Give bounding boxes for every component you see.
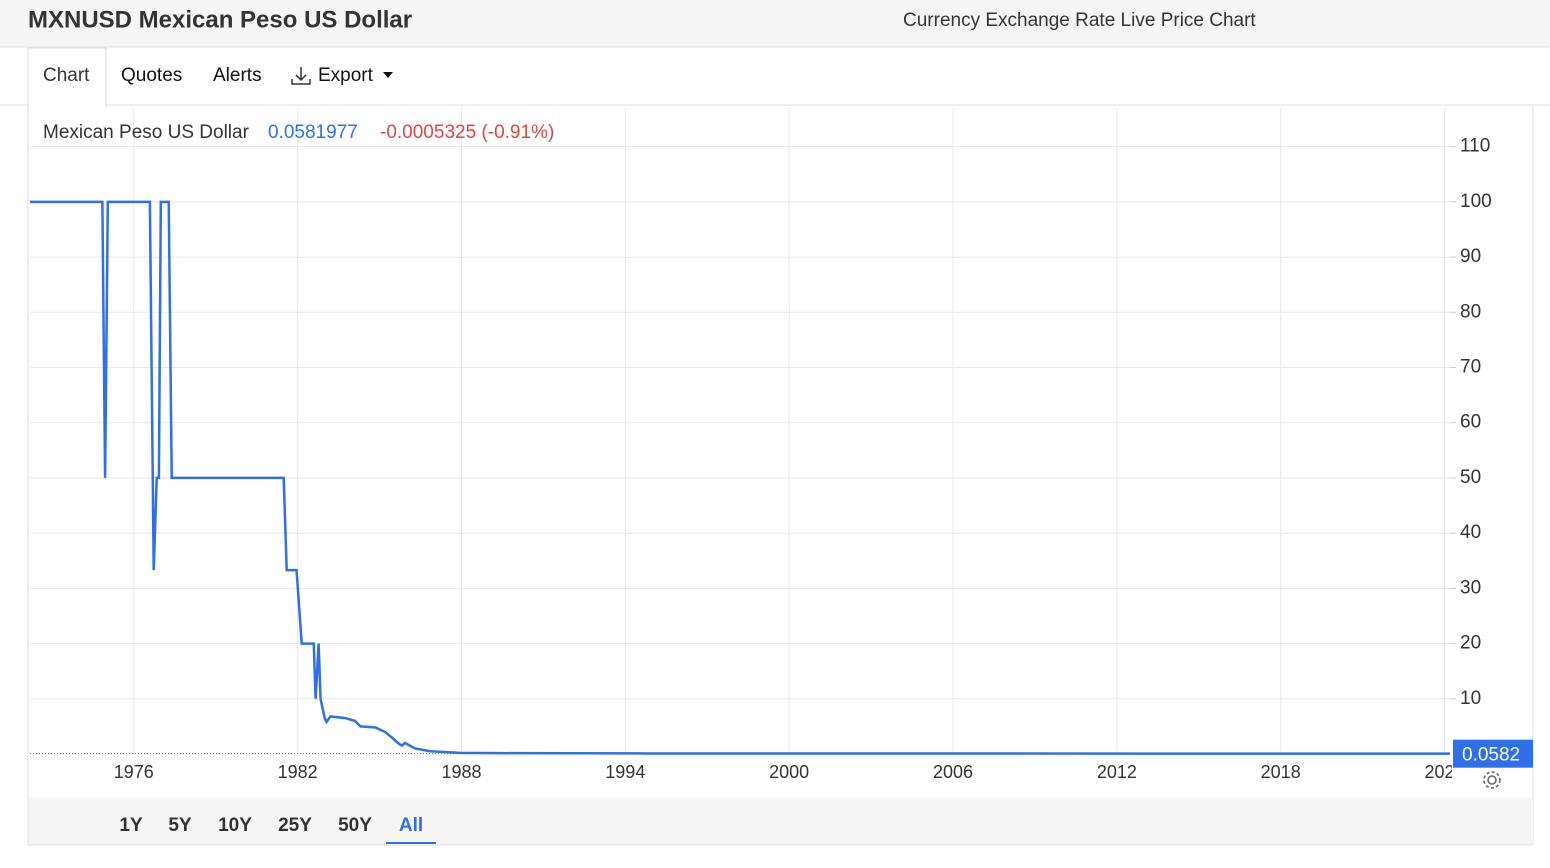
x-tick-label: 2018 [1261, 762, 1301, 782]
download-icon [291, 67, 311, 85]
y-tick-label: 50 [1460, 467, 1481, 488]
y-tick-label: 90 [1460, 246, 1481, 267]
range-button[interactable]: 50Y [338, 815, 372, 836]
tab[interactable]: Chart [43, 65, 90, 86]
x-tick-label: 2024 [1425, 762, 1465, 782]
y-tick-label: 20 [1460, 633, 1481, 654]
tab[interactable]: Quotes [121, 65, 182, 86]
x-tick-label: 1994 [605, 762, 645, 782]
x-tick-label: 1982 [278, 762, 318, 782]
legend-change: -0.0005325 (-0.91%) [380, 122, 554, 143]
price-tag-box [1453, 739, 1533, 768]
x-axis: 1976 1982 1988 1994 2000 2006 2012 2018 2024 [114, 762, 1465, 782]
page-title: MXNUSD Mexican Peso US Dollar [28, 6, 412, 33]
x-tick-label: 2012 [1097, 762, 1137, 782]
x-tick-label: 1976 [114, 762, 154, 782]
range-button[interactable]: 10Y [218, 815, 252, 836]
y-tick-label: 80 [1460, 301, 1481, 322]
tab[interactable]: Export [318, 65, 374, 86]
y-tick-label: 70 [1460, 357, 1481, 378]
price-line [30, 200, 1451, 755]
range-button[interactable]: 25Y [278, 815, 312, 836]
spacer [575, 115, 580, 120]
y-tick-label: 10 [1460, 688, 1481, 709]
page-subtitle: Currency Exchange Rate Live Price Chart [903, 10, 1256, 31]
range-button-active[interactable]: All [399, 815, 423, 836]
settings-icon[interactable] [1483, 771, 1501, 789]
header-bar [0, 0, 1550, 47]
tab-join [29, 100, 105, 108]
plot: 10 20 30 40 50 60 70 80 90 100 110 1976 1982 1988 1994… [30, 108, 1533, 782]
y-tick-label: 100 [1460, 191, 1492, 212]
y-tick-label: 30 [1460, 577, 1481, 598]
price-tag: 0.0582 [1462, 745, 1520, 766]
y-tick-label: 110 [1460, 136, 1490, 157]
legend-value: 0.0581977 [268, 122, 358, 143]
x-tick-label: 1988 [441, 762, 481, 782]
caret [383, 72, 393, 78]
legend-name: Mexican Peso US Dollar [43, 122, 250, 143]
tab[interactable]: Alerts [213, 65, 262, 86]
x-tick-label: 2006 [933, 762, 973, 782]
range-button[interactable]: 1Y [119, 815, 143, 836]
range-button[interactable]: 5Y [168, 815, 192, 836]
x-tick-label: 2000 [769, 762, 809, 782]
y-tick-label: 60 [1460, 412, 1481, 433]
y-tick-label: 40 [1460, 522, 1481, 543]
range-bar [29, 798, 1533, 845]
